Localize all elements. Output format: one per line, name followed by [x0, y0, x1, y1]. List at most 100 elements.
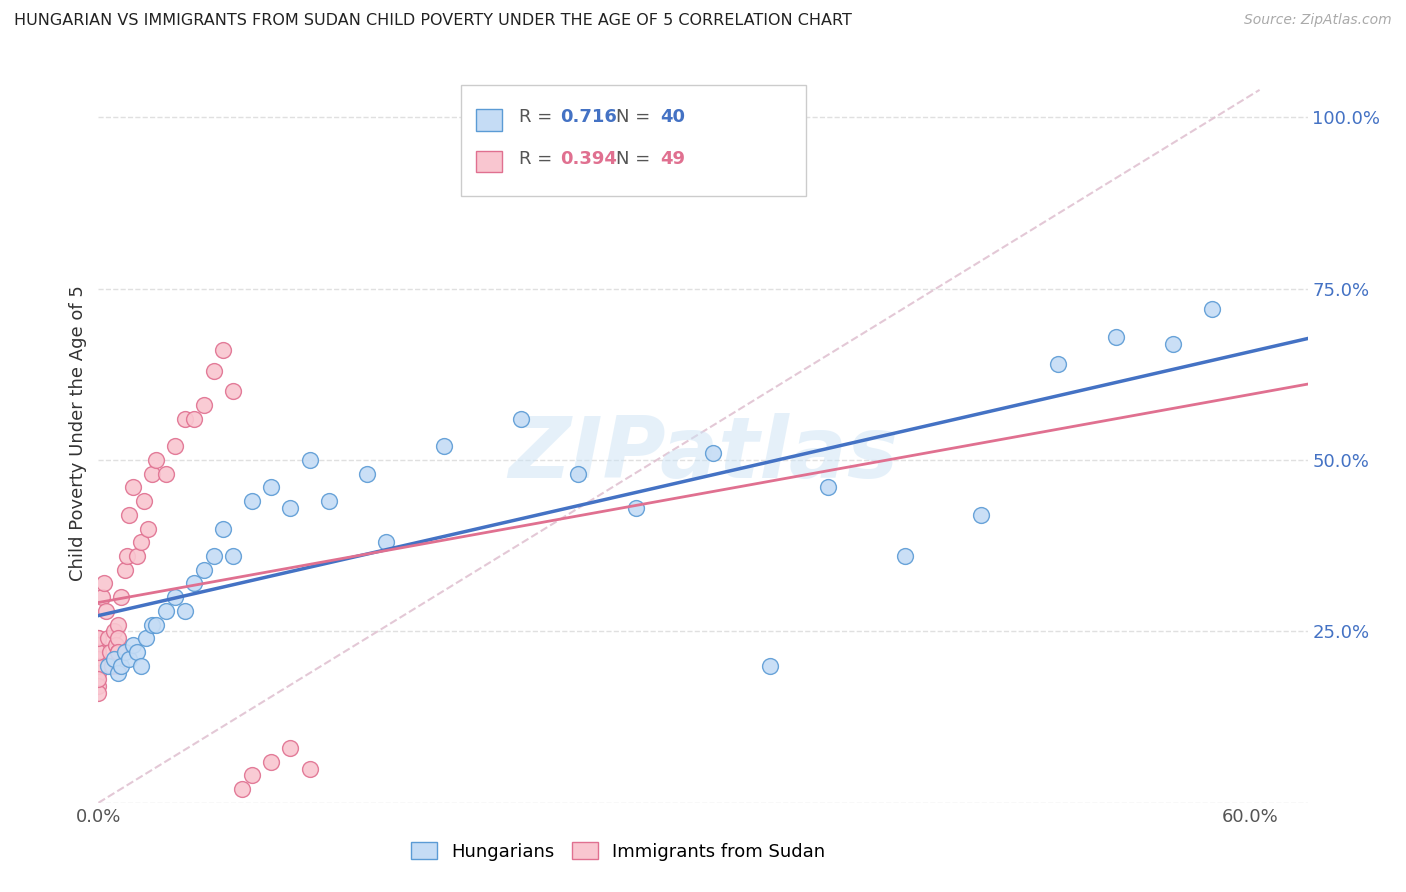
Point [135, 632, 157, 646]
Point [624, 501, 647, 516]
Point [87, 645, 110, 659]
Point [103, 652, 125, 666]
Point [114, 563, 136, 577]
Point [122, 480, 145, 494]
Point [702, 446, 724, 460]
Text: N =: N = [616, 108, 657, 127]
Point [183, 576, 205, 591]
FancyBboxPatch shape [461, 85, 806, 195]
Point [145, 617, 167, 632]
Point [222, 549, 245, 563]
Point [240, 768, 263, 782]
Point [280, 741, 302, 756]
Point [356, 467, 378, 481]
Point [87, 645, 110, 659]
Point [134, 494, 156, 508]
Point [280, 501, 302, 516]
Point [107, 632, 129, 646]
Point [173, 412, 195, 426]
FancyBboxPatch shape [475, 151, 502, 172]
Point [101, 658, 124, 673]
Point [97, 658, 120, 673]
Point [87, 686, 110, 700]
Point [87, 638, 110, 652]
Point [165, 590, 187, 604]
Point [122, 638, 145, 652]
Point [98, 645, 121, 659]
Point [375, 535, 398, 549]
Point [1161, 336, 1184, 351]
Point [114, 645, 136, 659]
Point [87, 658, 110, 673]
Point [107, 665, 129, 680]
Text: 49: 49 [661, 150, 686, 168]
Point [93, 576, 115, 591]
Point [212, 343, 235, 358]
Point [893, 549, 915, 563]
Point [110, 590, 132, 604]
Point [141, 617, 163, 632]
Point [212, 522, 235, 536]
Point [87, 632, 110, 646]
Point [118, 508, 141, 522]
Text: HUNGARIAN VS IMMIGRANTS FROM SUDAN CHILD POVERTY UNDER THE AGE OF 5 CORRELATION : HUNGARIAN VS IMMIGRANTS FROM SUDAN CHILD… [14, 13, 852, 29]
Point [193, 398, 215, 412]
Point [260, 755, 283, 769]
Point [141, 467, 163, 481]
Point [155, 467, 177, 481]
Point [107, 658, 129, 673]
Point [107, 645, 129, 659]
Point [145, 453, 167, 467]
Point [87, 665, 110, 680]
Point [103, 624, 125, 639]
Text: R =: R = [519, 150, 558, 168]
Point [125, 549, 148, 563]
Point [165, 439, 187, 453]
Point [202, 549, 225, 563]
Point [87, 658, 110, 673]
Legend: Hungarians, Immigrants from Sudan: Hungarians, Immigrants from Sudan [404, 835, 832, 868]
Point [183, 412, 205, 426]
Point [110, 658, 132, 673]
Text: N =: N = [616, 150, 657, 168]
Text: R =: R = [519, 108, 558, 127]
Point [567, 467, 589, 481]
Point [125, 645, 148, 659]
Point [509, 412, 531, 426]
Point [107, 617, 129, 632]
Point [107, 645, 129, 659]
Point [298, 762, 321, 776]
Point [97, 632, 120, 646]
Point [1047, 357, 1070, 371]
Point [94, 604, 117, 618]
Point [155, 604, 177, 618]
Text: 0.394: 0.394 [561, 150, 617, 168]
Point [87, 632, 110, 646]
Text: ZIPatlas: ZIPatlas [508, 413, 898, 496]
Point [129, 658, 152, 673]
Point [202, 364, 225, 378]
FancyBboxPatch shape [475, 110, 502, 130]
Point [118, 652, 141, 666]
Point [318, 494, 340, 508]
Point [129, 535, 152, 549]
Point [817, 480, 839, 494]
Point [231, 782, 253, 797]
Point [87, 652, 110, 666]
Text: 40: 40 [661, 108, 686, 127]
Point [115, 549, 138, 563]
Text: Source: ZipAtlas.com: Source: ZipAtlas.com [1244, 13, 1392, 28]
Point [260, 480, 283, 494]
Text: 0.716: 0.716 [561, 108, 617, 127]
Point [759, 658, 782, 673]
Point [87, 679, 110, 693]
Point [1201, 302, 1223, 317]
Point [433, 439, 456, 453]
Point [173, 604, 195, 618]
Point [104, 638, 127, 652]
Point [240, 494, 263, 508]
Point [91, 590, 114, 604]
Point [970, 508, 993, 522]
Y-axis label: Child Poverty Under the Age of 5: Child Poverty Under the Age of 5 [69, 285, 87, 581]
Point [222, 384, 245, 399]
